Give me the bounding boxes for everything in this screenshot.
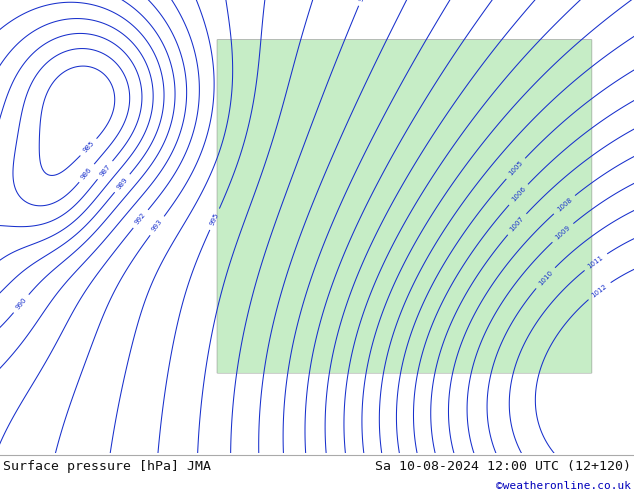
Text: ©weatheronline.co.uk: ©weatheronline.co.uk bbox=[496, 481, 631, 490]
Text: 989: 989 bbox=[115, 176, 129, 190]
Text: 990: 990 bbox=[15, 296, 28, 311]
Text: 986: 986 bbox=[80, 166, 93, 180]
Text: 1008: 1008 bbox=[555, 196, 573, 213]
Text: 1007: 1007 bbox=[508, 216, 525, 233]
Text: 1005: 1005 bbox=[507, 160, 524, 177]
Text: 1012: 1012 bbox=[590, 283, 608, 298]
Text: 1006: 1006 bbox=[510, 186, 527, 203]
Text: 1010: 1010 bbox=[537, 269, 553, 287]
Text: 992: 992 bbox=[134, 212, 147, 226]
Text: 994: 994 bbox=[101, 486, 108, 490]
Text: 995: 995 bbox=[209, 212, 220, 226]
Text: Sa 10-08-2024 12:00 UTC (12+120): Sa 10-08-2024 12:00 UTC (12+120) bbox=[375, 460, 631, 473]
Text: 1011: 1011 bbox=[586, 254, 605, 270]
Text: Surface pressure [hPa] JMA: Surface pressure [hPa] JMA bbox=[3, 460, 211, 473]
Text: 985: 985 bbox=[82, 140, 95, 154]
Text: 1009: 1009 bbox=[554, 224, 571, 241]
Text: 993: 993 bbox=[151, 219, 164, 233]
Text: 987: 987 bbox=[98, 163, 112, 177]
Text: 997: 997 bbox=[358, 0, 368, 2]
